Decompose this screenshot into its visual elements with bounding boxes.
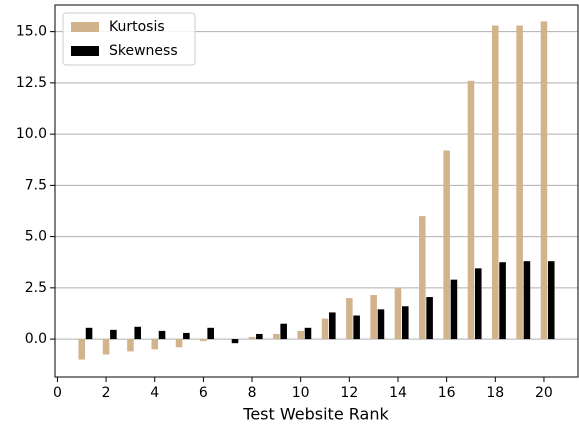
bar [426,297,433,340]
x-tick-label: 14 [389,385,407,401]
bar [85,327,93,340]
bar [183,332,190,340]
bar [224,339,231,340]
bar [443,150,450,340]
bar [547,261,555,340]
bar [499,262,506,340]
x-tick-label: 2 [102,385,111,401]
y-tick-label: 2.5 [25,280,47,296]
bar [102,339,110,355]
bar [523,261,531,340]
x-tick-label: 0 [53,385,62,401]
bar [467,80,475,340]
bar [353,315,360,340]
y-tick-label: 15.0 [16,24,47,40]
legend-label: Skewness [109,43,178,59]
bar [151,339,159,350]
bar [78,339,86,360]
bar [394,287,402,340]
bar [273,333,280,340]
bar [329,312,336,340]
x-tick-label: 10 [292,385,310,401]
bar [304,327,312,340]
bar [134,326,141,340]
y-tick-label: 12.5 [16,75,47,91]
bar [248,337,256,340]
x-tick-label: 6 [199,385,208,401]
y-tick-label: 10.0 [16,126,47,142]
bar [127,339,134,352]
bar [474,268,482,340]
bar [207,327,214,340]
bar [256,333,263,340]
x-tick-label: 8 [248,385,257,401]
bar [516,25,523,340]
bar [280,323,287,340]
bar [158,330,166,340]
x-tick-label: 20 [535,385,553,401]
legend-swatch [71,46,99,56]
x-tick-label: 12 [340,385,358,401]
plot-frame [54,4,579,378]
bar [377,309,385,340]
bar [540,21,548,340]
x-axis-label: Test Website Rank [242,405,389,424]
bar [231,339,239,344]
y-tick-label: 5.0 [25,229,47,245]
x-tick-label: 18 [486,385,504,401]
bar [175,339,183,348]
bar [321,318,329,340]
bar [200,339,207,342]
legend-label: Kurtosis [109,19,165,35]
bar [402,306,409,340]
bar [492,25,499,340]
bar [450,279,458,340]
x-tick-label: 4 [150,385,159,401]
legend-swatch [71,22,99,32]
x-tick-label: 16 [438,385,456,401]
bar [419,216,426,340]
bar [297,330,304,340]
y-tick-label: 0.0 [25,331,47,347]
bar [370,295,377,340]
bar [110,329,117,340]
y-tick-label: 7.5 [25,177,47,193]
bar [346,298,353,340]
